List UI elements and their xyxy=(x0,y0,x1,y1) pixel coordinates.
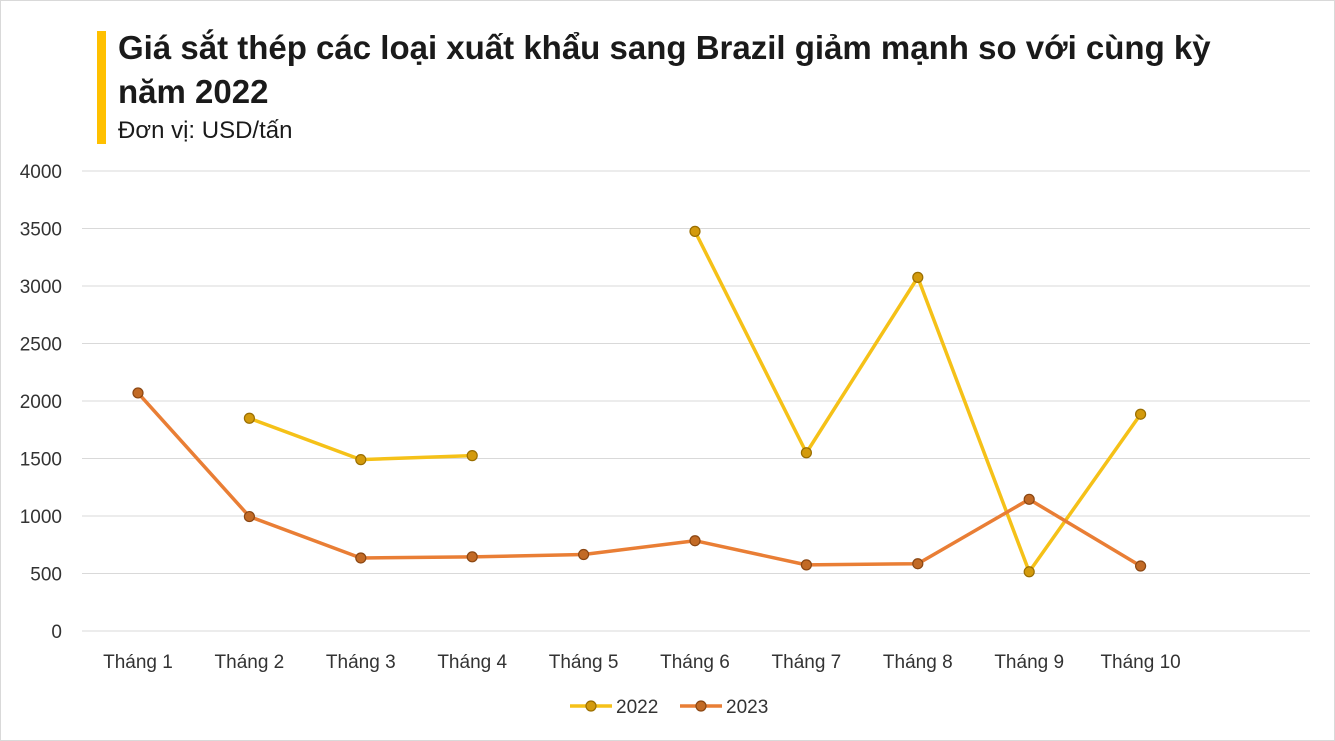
data-point-2022 xyxy=(912,271,924,283)
data-point-2022 xyxy=(1023,566,1035,578)
chart-subtitle: Đơn vị: USD/tấn xyxy=(118,117,293,144)
x-tick-label: Tháng 1 xyxy=(103,652,173,673)
legend-label-2023: 2023 xyxy=(726,697,768,718)
series-points xyxy=(132,225,1147,578)
y-tick-label: 1000 xyxy=(20,507,62,528)
data-point-2023 xyxy=(689,535,701,547)
x-tick-label: Tháng 9 xyxy=(994,652,1064,673)
y-tick-label: 1500 xyxy=(20,450,62,471)
y-tick-label: 0 xyxy=(51,622,62,643)
x-tick-label: Tháng 5 xyxy=(549,652,619,673)
series-line-2023 xyxy=(136,391,1143,568)
data-point-2022 xyxy=(466,450,478,462)
data-point-2023 xyxy=(355,552,367,564)
data-point-2023 xyxy=(132,387,144,399)
title-accent-bar xyxy=(97,31,106,144)
data-point-2023 xyxy=(466,551,478,563)
data-point-2022 xyxy=(689,225,701,237)
y-axis: 0 500 1000 1500 2000 2500 3000 3500 4000 xyxy=(20,162,62,643)
data-point-2022 xyxy=(243,412,255,424)
legend-label-2022: 2022 xyxy=(616,697,658,718)
data-point-2023 xyxy=(243,510,255,523)
data-point-2023 xyxy=(912,558,924,570)
x-tick-label: Tháng 7 xyxy=(772,652,842,673)
data-point-2023 xyxy=(1134,560,1147,572)
data-point-2022 xyxy=(800,447,813,459)
x-tick-label: Tháng 4 xyxy=(437,652,507,673)
gridlines xyxy=(82,170,1310,632)
data-point-2022 xyxy=(1134,408,1147,420)
legend-marker-2022 xyxy=(585,700,597,712)
x-tick-label: Tháng 6 xyxy=(660,652,730,673)
y-tick-label: 4000 xyxy=(20,162,62,183)
legend-marker-2023 xyxy=(695,700,707,712)
data-point-2023 xyxy=(577,548,590,561)
series-lines xyxy=(136,229,1143,574)
x-tick-label: Tháng 8 xyxy=(883,652,953,673)
y-tick-label: 500 xyxy=(30,565,62,586)
x-tick-label: Tháng 2 xyxy=(215,652,285,673)
y-tick-label: 3500 xyxy=(20,220,62,241)
chart-title: Giá sắt thép các loại xuất khẩu sang Bra… xyxy=(118,29,1211,110)
data-point-2022 xyxy=(355,454,367,466)
x-axis: Tháng 1 Tháng 2 Tháng 3 Tháng 4 Tháng 5 Tháng… xyxy=(103,652,1181,673)
data-point-2023 xyxy=(800,559,813,571)
y-tick-label: 2000 xyxy=(20,392,62,413)
series-line-2022 xyxy=(247,416,474,462)
legend: 2022 2023 xyxy=(570,697,768,718)
x-tick-label: Tháng 3 xyxy=(326,652,396,673)
x-tick-label: Tháng 10 xyxy=(1100,652,1180,673)
data-point-2023 xyxy=(1023,493,1035,505)
y-tick-label: 2500 xyxy=(20,335,62,356)
y-tick-label: 3000 xyxy=(20,277,62,298)
